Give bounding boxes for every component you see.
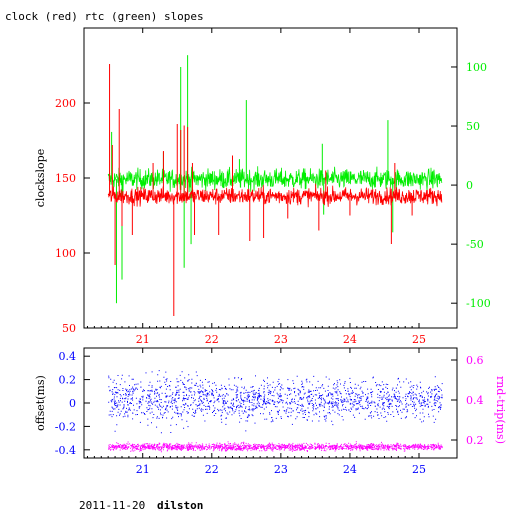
slopes-y-axis-label: clockslope [34, 149, 47, 207]
y-tick-label-right: 0.4 [466, 394, 484, 407]
x-tick-label: 23 [274, 463, 288, 476]
x-tick-label: 21 [136, 463, 150, 476]
y-tick-label-left: 100 [55, 247, 76, 260]
y-tick-label-left: -0.4 [55, 444, 76, 457]
y-tick-label-right: 0.6 [466, 354, 484, 367]
offset-y-axis-label: offset(ms) [34, 375, 47, 431]
x-tick-label: 22 [205, 333, 219, 346]
y-tick-label-left: -0.2 [55, 420, 76, 433]
y-tick-label-left: 200 [55, 97, 76, 110]
y-tick-label-right: 0.2 [466, 434, 484, 447]
y-tick-label-right: -50 [466, 238, 484, 251]
x-tick-label: 21 [136, 333, 150, 346]
y-tick-label-left: 0 [69, 397, 76, 410]
slopes-panel: 21 22 23 24 25 50 100 150 200 -100 -50 0 50 100 clock… [34, 27, 491, 346]
x-tick-label: 24 [343, 463, 357, 476]
x-tick-label: 23 [274, 333, 288, 346]
series-offset-points [108, 370, 443, 434]
y-tick-label-left: 50 [62, 322, 76, 335]
offset-frame [83, 347, 458, 459]
y-tick-label-right: 0 [466, 179, 473, 192]
y-tick-label-right: 100 [466, 61, 487, 74]
footer-host: dilston [157, 499, 203, 512]
offset-ticks: 21 22 23 24 25 -0.4 -0.2 0 0.2 0.4 0.2 0.4 0.6 [55, 348, 484, 476]
rndtrip-y-axis-label: rnd-trip(ms) [494, 376, 507, 444]
x-tick-label: 25 [412, 463, 426, 476]
x-tick-label: 25 [412, 333, 426, 346]
y-tick-label-left: 0.4 [59, 350, 77, 363]
offset-panel: 21 22 23 24 25 -0.4 -0.2 0 0.2 0.4 0.2 0.4 0.6 offse… [34, 347, 507, 476]
footer-date: 2011-11-20 [79, 499, 145, 512]
slopes-ticks: 21 22 23 24 25 50 100 150 200 -100 -50 0 50 100 [55, 28, 491, 346]
y-tick-label-left: 0.2 [59, 374, 77, 387]
series-rtc-line [107, 166, 443, 193]
x-tick-label: 22 [205, 463, 219, 476]
y-tick-label-left: 150 [55, 172, 76, 185]
series-rnd-trip-points [108, 441, 443, 453]
series-clock-line [107, 183, 443, 208]
y-tick-label-right: -100 [466, 297, 491, 310]
slopes-data [107, 55, 443, 316]
y-tick-label-right: 50 [466, 120, 480, 133]
offset-data [108, 370, 443, 453]
x-tick-label: 24 [343, 333, 357, 346]
chart-title: clock (red) rtc (green) slopes [5, 10, 204, 23]
